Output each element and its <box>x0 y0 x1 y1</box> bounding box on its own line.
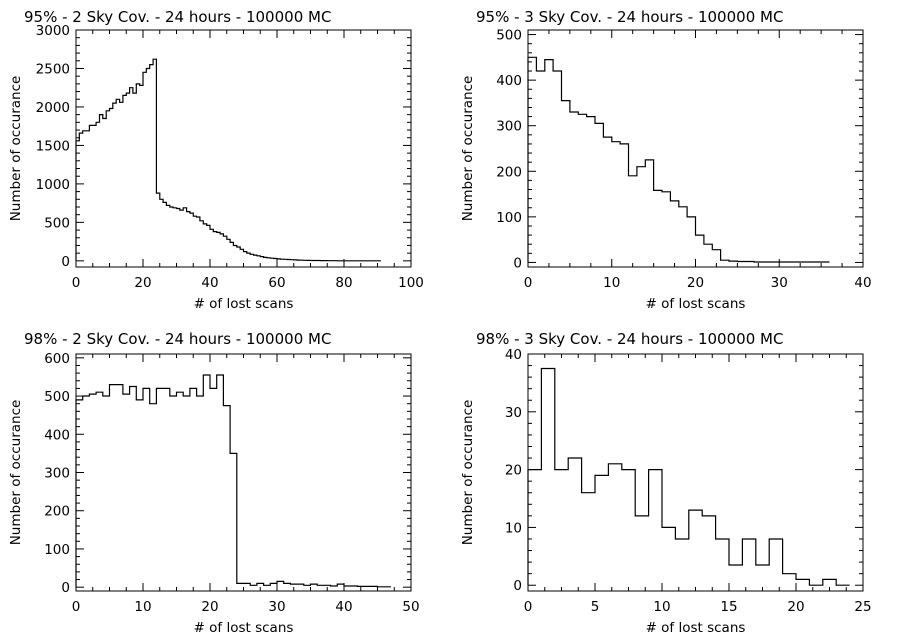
panel-4-xtick-label: 5 <box>591 599 600 615</box>
panel-2-title: 95% - 3 Sky Cov. - 24 hours - 100000 MC <box>476 8 783 26</box>
panel-3-title: 98% - 2 Sky Cov. - 24 hours - 100000 MC <box>24 330 331 348</box>
panel-4-frame <box>527 353 864 592</box>
panel-2-xlabel: # of lost scans <box>646 296 746 312</box>
panel-1-xtick-label: 40 <box>201 275 218 291</box>
panel-4-xtick-label: 20 <box>787 599 804 615</box>
panel-1-frame <box>75 29 412 268</box>
panel-1-ylabel: Number of occurance <box>8 76 24 222</box>
panel-2-histogram <box>527 56 830 263</box>
panel-3-xtick-label: 50 <box>402 599 419 615</box>
panel-1-ytick-label: 2000 <box>36 100 70 116</box>
panel-1-xtick-label: 20 <box>134 275 151 291</box>
panel-4-xtick-label: 10 <box>653 599 670 615</box>
panel-3-ytick-label: 600 <box>44 351 70 367</box>
panel-2-xtick-label: 0 <box>524 275 533 291</box>
panel-2-ytick-label: 200 <box>496 164 522 180</box>
panel-4-ytick-label: 20 <box>505 463 522 479</box>
panel-2-ytick-label: 400 <box>496 73 522 89</box>
panel-3-ytick-label: 200 <box>44 504 70 520</box>
panel-3-ytick-label: 100 <box>44 542 70 558</box>
panel-3-ylabel: Number of occurance <box>8 400 24 546</box>
panel-3-xtick-label: 30 <box>268 599 285 615</box>
panel-3-ytick-label: 0 <box>61 580 70 596</box>
panel-4: 98% - 3 Sky Cov. - 24 hours - 100000 MC … <box>460 330 872 636</box>
panel-4-xtick-label: 15 <box>720 599 737 615</box>
panel-1-xtick-label: 60 <box>268 275 285 291</box>
panel-4-xlabel: # of lost scans <box>646 620 746 636</box>
panel-4-xtick-label: 0 <box>524 599 533 615</box>
panel-1: 95% - 2 Sky Cov. - 24 hours - 100000 MC … <box>8 8 424 312</box>
panel-4-ytick-label: 0 <box>513 578 522 594</box>
panel-4-xtick-label: 25 <box>854 599 871 615</box>
panel-4-histogram <box>527 367 850 586</box>
panel-4-ylabel: Number of occurance <box>460 400 476 546</box>
panel-2-xtick-label: 30 <box>771 275 788 291</box>
panel-3-xtick-label: 0 <box>72 599 81 615</box>
panel-3-frame <box>75 353 412 592</box>
panel-1-title: 95% - 2 Sky Cov. - 24 hours - 100000 MC <box>24 8 331 26</box>
panel-2-xtick-label: 20 <box>687 275 704 291</box>
panel-2-ytick-label: 100 <box>496 210 522 226</box>
panel-1-xlabel: # of lost scans <box>194 296 294 312</box>
panel-3-xtick-label: 20 <box>201 599 218 615</box>
panel-3-ytick-label: 300 <box>44 466 70 482</box>
panel-4-ytick-label: 30 <box>505 405 522 421</box>
panel-2-xtick-label: 10 <box>603 275 620 291</box>
panel-4-ytick-label: 10 <box>505 520 522 536</box>
panel-1-histogram <box>75 58 381 262</box>
panel-1-ytick-label: 500 <box>44 215 70 231</box>
panel-3-histogram <box>75 374 391 588</box>
panel-1-xtick-label: 100 <box>398 275 424 291</box>
panel-2-xtick-label: 40 <box>854 275 871 291</box>
panel-2-ytick-label: 300 <box>496 119 522 135</box>
panel-4-ticks: 0 5 10 15 20 25 0 10 20 30 40 <box>505 347 872 615</box>
panel-3-xtick-label: 40 <box>335 599 352 615</box>
panel-4-ytick-label: 40 <box>505 347 522 363</box>
panel-2: 95% - 3 Sky Cov. - 24 hours - 100000 MC … <box>460 8 872 312</box>
panel-1-ytick-label: 2500 <box>36 61 70 77</box>
panel-1-ytick-label: 1000 <box>36 177 70 193</box>
panel-3-xlabel: # of lost scans <box>194 620 294 636</box>
panel-1-xtick-label: 80 <box>335 275 352 291</box>
panel-3-xtick-label: 10 <box>134 599 151 615</box>
panel-1-ytick-label: 3000 <box>36 23 70 39</box>
panel-2-ytick-label: 0 <box>513 255 522 271</box>
panel-1-xtick-label: 0 <box>72 275 81 291</box>
panel-1-ytick-label: 0 <box>61 254 70 270</box>
panel-4-title: 98% - 3 Sky Cov. - 24 hours - 100000 MC <box>476 330 783 348</box>
panel-3: 98% - 2 Sky Cov. - 24 hours - 100000 MC … <box>8 330 420 636</box>
panel-3-ytick-label: 500 <box>44 389 70 405</box>
panel-2-ylabel: Number of occurance <box>460 76 476 222</box>
panel-1-ytick-label: 1500 <box>36 138 70 154</box>
panel-2-ytick-label: 500 <box>496 28 522 44</box>
panel-3-ytick-label: 400 <box>44 427 70 443</box>
